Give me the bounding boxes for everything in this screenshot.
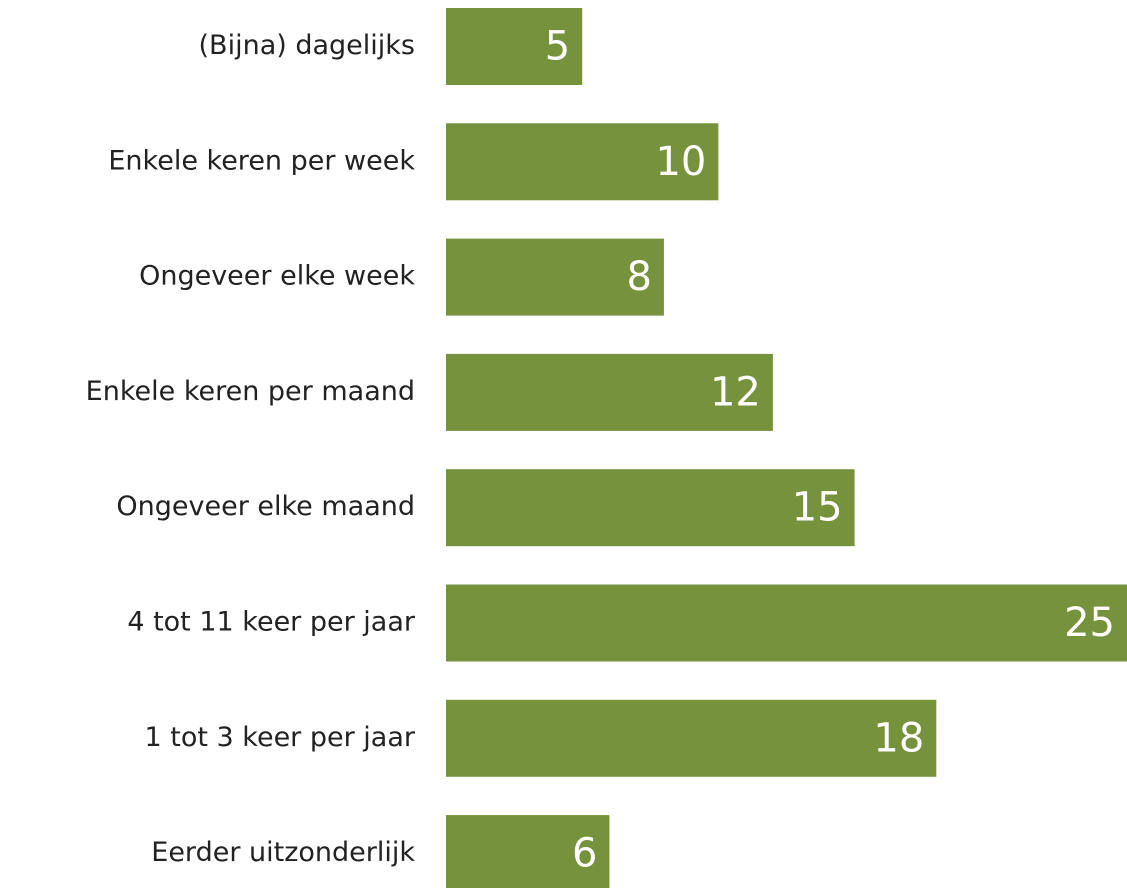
bar xyxy=(446,699,937,777)
bar xyxy=(446,353,773,431)
value-label: 6 xyxy=(572,831,597,877)
bar xyxy=(446,123,719,201)
bar xyxy=(446,584,1127,662)
bar xyxy=(446,238,664,316)
category-label: Ongeveer elke week xyxy=(139,261,415,292)
category-label: Enkele keren per maand xyxy=(86,376,415,407)
category-label: 1 tot 3 keer per jaar xyxy=(144,722,415,753)
value-label: 25 xyxy=(1064,600,1115,646)
category-label: Eerder uitzonderlijk xyxy=(151,837,415,868)
bar xyxy=(446,815,610,888)
category-label: Ongeveer elke maand xyxy=(116,491,415,522)
value-label: 18 xyxy=(873,715,924,761)
category-label: 4 tot 11 keer per jaar xyxy=(127,607,416,638)
value-label: 15 xyxy=(792,485,843,531)
value-label: 12 xyxy=(710,369,761,415)
value-label: 8 xyxy=(626,254,651,300)
bar xyxy=(446,8,583,85)
value-label: 5 xyxy=(545,24,570,70)
category-label: (Bijna) dagelijks xyxy=(199,30,415,61)
category-label: Enkele keren per week xyxy=(108,145,415,176)
bar xyxy=(446,469,855,547)
value-label: 10 xyxy=(655,139,706,185)
